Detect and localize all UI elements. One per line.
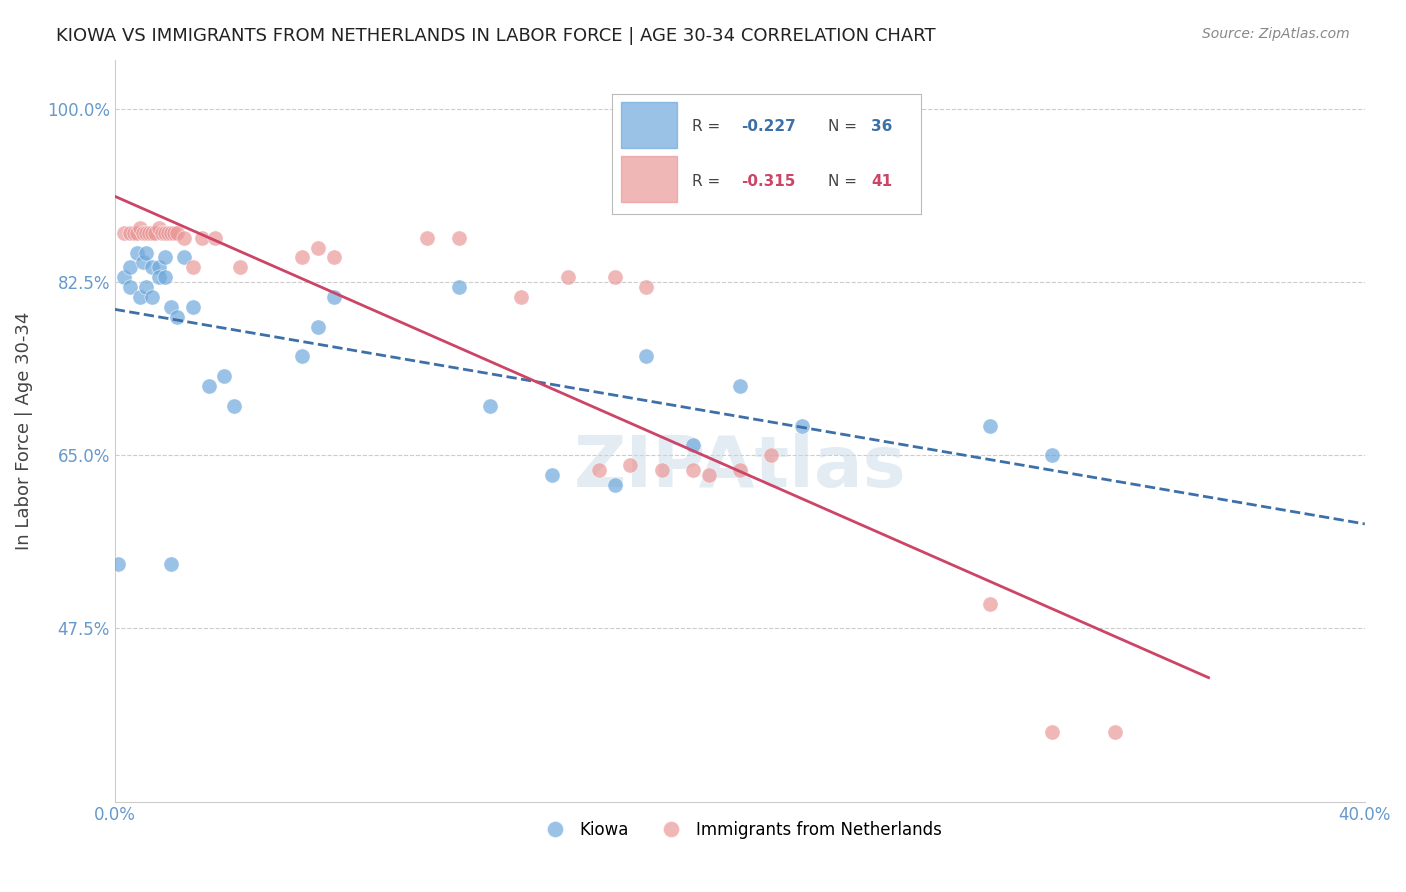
Kiowa [447, 280, 470, 294]
Text: N =: N = [828, 174, 862, 189]
Kiowa [197, 379, 219, 393]
Immigrants from Netherlands [166, 226, 188, 240]
Immigrants from Netherlands [120, 226, 142, 240]
Kiowa [307, 319, 329, 334]
Immigrants from Netherlands [138, 226, 160, 240]
Kiowa [135, 245, 157, 260]
Kiowa [728, 379, 751, 393]
Immigrants from Netherlands [128, 220, 150, 235]
Immigrants from Netherlands [634, 280, 657, 294]
Kiowa [979, 418, 1001, 433]
Kiowa [125, 245, 148, 260]
Immigrants from Netherlands [588, 463, 610, 477]
Kiowa [107, 557, 129, 571]
Immigrants from Netherlands [153, 226, 176, 240]
Kiowa [148, 260, 170, 275]
Immigrants from Netherlands [307, 241, 329, 255]
Kiowa [541, 468, 564, 483]
Immigrants from Netherlands [697, 468, 720, 483]
Text: 41: 41 [872, 174, 893, 189]
Kiowa [148, 270, 170, 285]
Kiowa [160, 300, 183, 314]
Immigrants from Netherlands [156, 226, 179, 240]
Immigrants from Netherlands [291, 251, 314, 265]
Immigrants from Netherlands [122, 226, 145, 240]
Immigrants from Netherlands [416, 230, 439, 244]
Kiowa [478, 399, 501, 413]
Immigrants from Netherlands [181, 260, 204, 275]
Immigrants from Netherlands [557, 270, 579, 285]
Text: Source: ZipAtlas.com: Source: ZipAtlas.com [1202, 27, 1350, 41]
Immigrants from Netherlands [112, 226, 135, 240]
Bar [621, 102, 676, 148]
Immigrants from Netherlands [141, 226, 163, 240]
Kiowa [112, 270, 135, 285]
Kiowa [153, 251, 176, 265]
Immigrants from Netherlands [447, 230, 470, 244]
Kiowa [160, 557, 183, 571]
Kiowa [141, 290, 163, 304]
Immigrants from Netherlands [759, 448, 782, 462]
Immigrants from Netherlands [979, 597, 1001, 611]
Kiowa [181, 300, 204, 314]
Immigrants from Netherlands [619, 458, 641, 473]
Kiowa [120, 280, 142, 294]
Immigrants from Netherlands [132, 226, 155, 240]
Text: -0.315: -0.315 [741, 174, 796, 189]
Immigrants from Netherlands [229, 260, 252, 275]
Kiowa [682, 438, 704, 452]
Immigrants from Netherlands [191, 230, 214, 244]
Immigrants from Netherlands [1104, 725, 1126, 739]
Immigrants from Netherlands [150, 226, 173, 240]
Bar [621, 156, 676, 202]
Kiowa [166, 310, 188, 324]
Immigrants from Netherlands [125, 226, 148, 240]
Kiowa [120, 260, 142, 275]
Immigrants from Netherlands [651, 463, 673, 477]
Kiowa [132, 255, 155, 269]
Text: 36: 36 [872, 119, 893, 134]
Text: R =: R = [692, 119, 725, 134]
Kiowa [222, 399, 245, 413]
Kiowa [153, 270, 176, 285]
Immigrants from Netherlands [728, 463, 751, 477]
Immigrants from Netherlands [135, 226, 157, 240]
Legend: Kiowa, Immigrants from Netherlands: Kiowa, Immigrants from Netherlands [531, 814, 948, 846]
Kiowa [135, 280, 157, 294]
Kiowa [1040, 448, 1063, 462]
Immigrants from Netherlands [510, 290, 533, 304]
Kiowa [173, 251, 195, 265]
Immigrants from Netherlands [603, 270, 626, 285]
Immigrants from Netherlands [163, 226, 186, 240]
Immigrants from Netherlands [148, 220, 170, 235]
Immigrants from Netherlands [1040, 725, 1063, 739]
Immigrants from Netherlands [682, 463, 704, 477]
Kiowa [603, 478, 626, 492]
Y-axis label: In Labor Force | Age 30-34: In Labor Force | Age 30-34 [15, 311, 32, 549]
Kiowa [634, 350, 657, 364]
Kiowa [128, 290, 150, 304]
Text: -0.227: -0.227 [741, 119, 796, 134]
Kiowa [291, 350, 314, 364]
Immigrants from Netherlands [173, 230, 195, 244]
Text: KIOWA VS IMMIGRANTS FROM NETHERLANDS IN LABOR FORCE | AGE 30-34 CORRELATION CHAR: KIOWA VS IMMIGRANTS FROM NETHERLANDS IN … [56, 27, 936, 45]
Immigrants from Netherlands [322, 251, 344, 265]
Immigrants from Netherlands [145, 226, 167, 240]
Text: N =: N = [828, 119, 862, 134]
Kiowa [141, 260, 163, 275]
Immigrants from Netherlands [160, 226, 183, 240]
Kiowa [322, 290, 344, 304]
Text: R =: R = [692, 174, 725, 189]
Text: ZIPAtlas: ZIPAtlas [574, 434, 905, 502]
Immigrants from Netherlands [204, 230, 226, 244]
Kiowa [792, 418, 814, 433]
Kiowa [212, 369, 235, 384]
